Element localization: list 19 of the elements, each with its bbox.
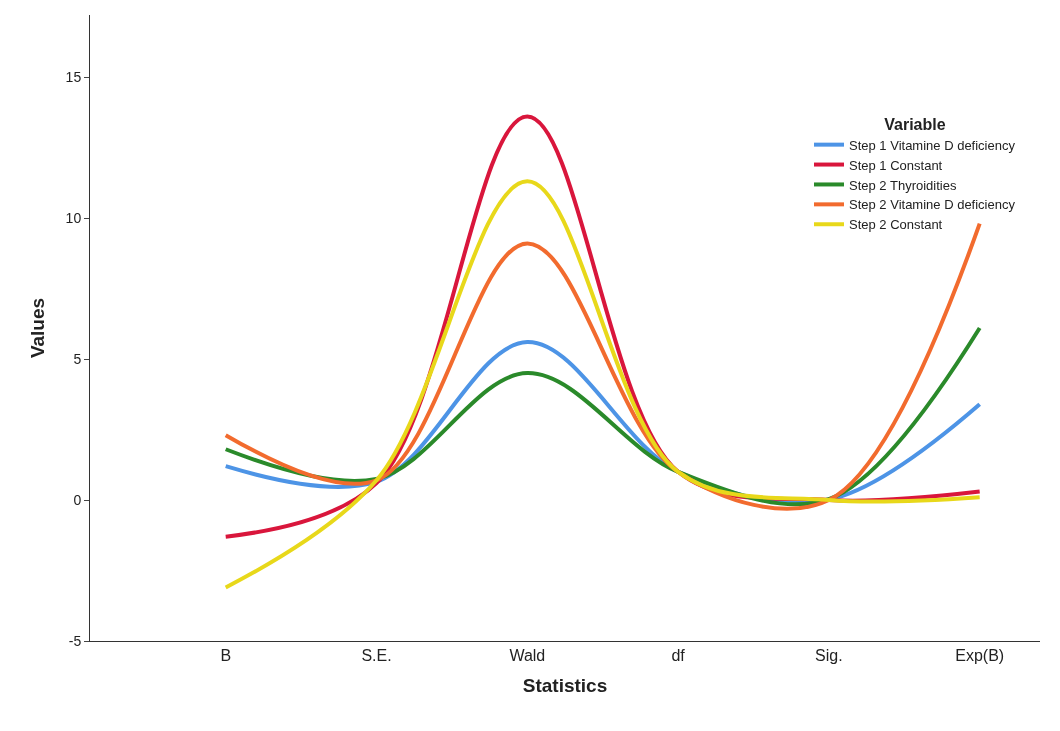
x-tick-label: S.E.: [361, 647, 392, 665]
y-tick-label: 15: [65, 68, 82, 85]
y-tick-label: 10: [65, 209, 82, 226]
y-tick-label: 5: [73, 350, 82, 367]
legend-label: Step 2 Vitamine D deficiency: [849, 197, 1016, 213]
x-tick-label: Exp(B): [955, 647, 1005, 665]
legend-label: Step 2 Constant: [849, 217, 943, 233]
x-tick-label: Wald: [509, 647, 546, 665]
y-tick-label: 0: [73, 491, 82, 508]
x-axis-title: Statistics: [522, 675, 608, 696]
y-tick-label: -5: [68, 632, 82, 649]
x-tick-label: B: [220, 647, 232, 665]
x-tick-label: df: [671, 647, 686, 665]
legend-title: Variable: [884, 115, 946, 133]
x-tick-label: Sig.: [815, 647, 843, 665]
legend-label: Step 2 Thyroidities: [849, 177, 957, 193]
y-axis-title: Values: [27, 297, 49, 359]
legend-label: Step 1 Constant: [849, 157, 943, 173]
legend-label: Step 1 Vitamine D deficiency: [849, 137, 1016, 153]
